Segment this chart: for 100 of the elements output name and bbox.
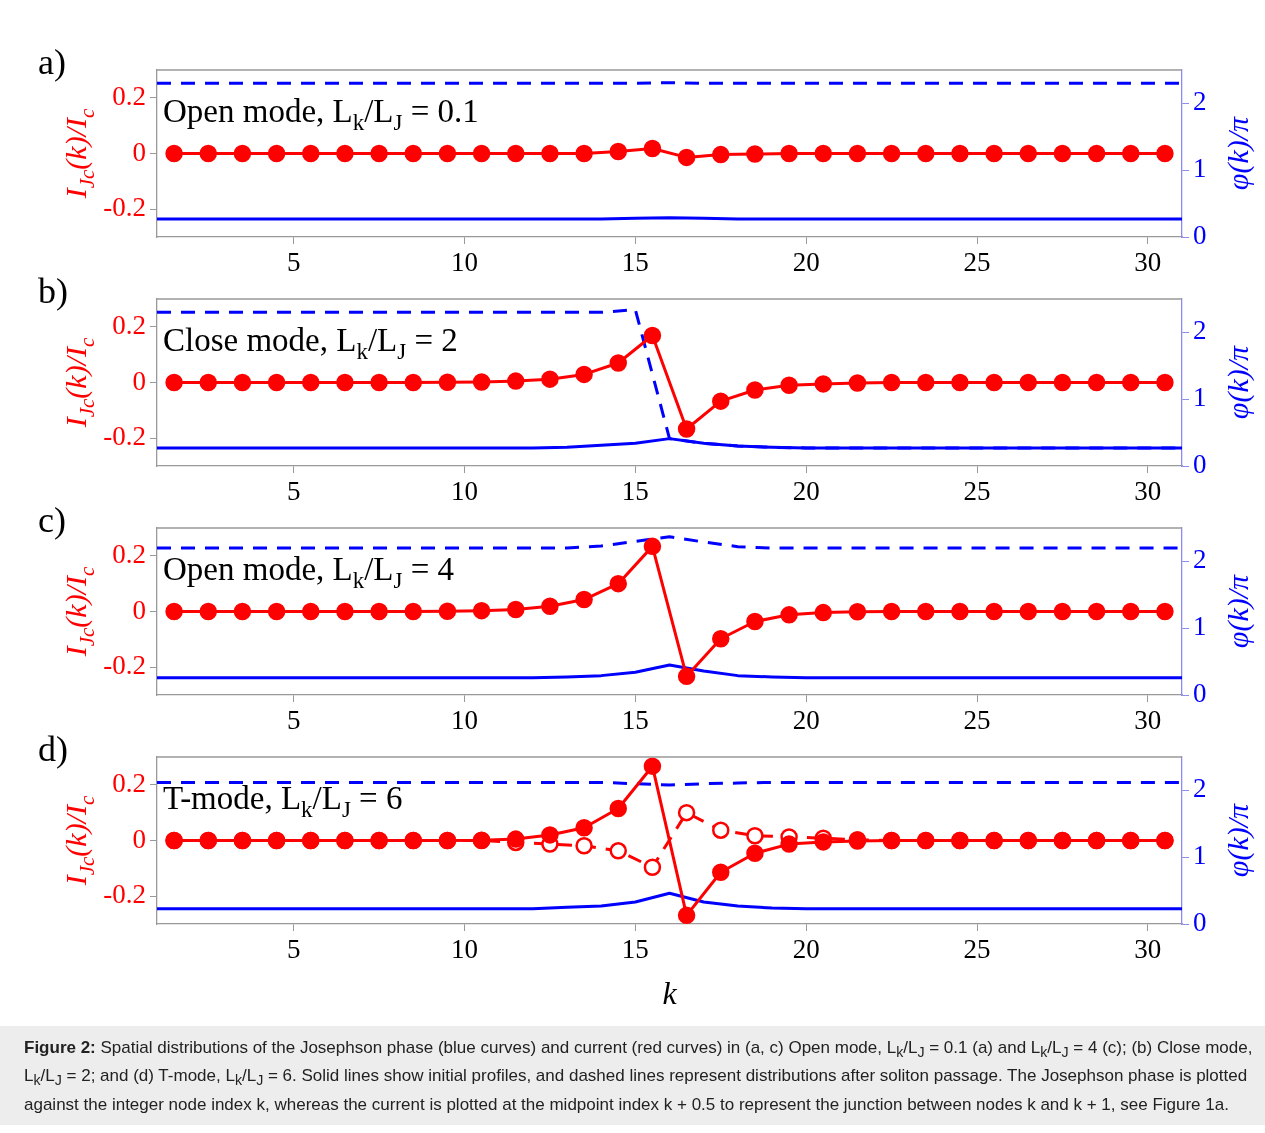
point — [1156, 373, 1174, 392]
point — [917, 144, 935, 163]
point — [712, 392, 730, 410]
point — [1156, 144, 1174, 163]
y2-tick-label: 1 — [1193, 382, 1207, 413]
point — [643, 858, 662, 876]
x-tick-label: 20 — [792, 705, 820, 736]
point — [780, 835, 798, 853]
y-tick-label: -0.2 — [103, 879, 146, 910]
point — [609, 574, 627, 593]
point — [712, 630, 730, 648]
x-tick-label: 10 — [451, 934, 478, 965]
y-tick-label: 0.2 — [112, 538, 146, 569]
y-tick-label: 0 — [132, 823, 146, 854]
point — [575, 818, 593, 837]
point — [882, 602, 901, 621]
point — [609, 842, 627, 860]
point — [507, 144, 525, 163]
chart-title: c) — [38, 500, 66, 540]
y-tick-label: -0.2 — [103, 421, 146, 452]
y-tick-label: 0 — [132, 136, 146, 167]
point — [199, 144, 217, 163]
y-axis-title: IJc(k)/Ic — [59, 566, 99, 658]
y2-axis-title: φ(k)/π — [1221, 115, 1255, 191]
point — [1019, 144, 1037, 163]
point — [1019, 373, 1037, 392]
point — [677, 803, 696, 822]
x-tick-label: 15 — [621, 476, 649, 507]
point — [746, 612, 764, 631]
y2-tick-label: 2 — [1193, 544, 1207, 575]
point — [575, 590, 593, 609]
point — [780, 606, 798, 624]
point — [267, 144, 286, 163]
point — [780, 144, 798, 163]
point — [438, 602, 457, 620]
y-tick-label: 0.2 — [112, 309, 146, 340]
point — [541, 597, 559, 615]
y2-axis-title: φ(k)/π — [1221, 573, 1255, 649]
point — [712, 821, 730, 839]
point — [404, 602, 422, 621]
x-tick-label: 30 — [1134, 934, 1162, 965]
y2-tick-label: 1 — [1193, 153, 1207, 184]
point — [1087, 144, 1106, 163]
point — [302, 602, 320, 621]
point — [609, 142, 627, 161]
x-tick-label: 30 — [1134, 476, 1162, 507]
point — [882, 373, 901, 392]
point — [1122, 144, 1140, 163]
chart-title: d) — [38, 729, 68, 769]
x-tick-label: 15 — [621, 705, 649, 736]
y2-axis-title: φ(k)/π — [1221, 344, 1255, 420]
point — [677, 420, 696, 438]
point — [233, 602, 252, 621]
point — [370, 144, 388, 163]
point — [1122, 373, 1140, 392]
point — [677, 148, 696, 167]
point — [1087, 373, 1106, 392]
x-tick-label: 25 — [963, 247, 991, 278]
point — [233, 144, 252, 163]
point — [302, 373, 320, 392]
x-tick-label: 5 — [286, 934, 301, 965]
point — [917, 602, 935, 621]
point — [438, 373, 457, 391]
point — [1122, 602, 1140, 621]
x-tick-label: 20 — [792, 934, 820, 965]
point — [814, 603, 832, 622]
point — [643, 326, 662, 345]
point — [575, 837, 593, 855]
x-tick-label: 20 — [792, 247, 820, 278]
point — [165, 373, 183, 392]
point — [643, 537, 662, 556]
point — [917, 373, 935, 392]
x-tick-label: 10 — [451, 476, 478, 507]
y-tick-label: 0.2 — [112, 767, 146, 798]
point — [643, 757, 662, 775]
point — [814, 144, 832, 163]
point — [1053, 144, 1072, 163]
point — [746, 844, 764, 863]
point — [472, 144, 491, 163]
point — [575, 144, 593, 163]
x-tick-label: 10 — [451, 705, 478, 736]
point — [404, 144, 422, 163]
point — [507, 372, 525, 390]
point — [199, 373, 217, 392]
point — [267, 602, 286, 621]
chart-title: b) — [38, 271, 68, 311]
point — [267, 373, 286, 392]
point — [677, 906, 696, 925]
y2-tick-label: 2 — [1193, 86, 1207, 117]
point — [848, 144, 867, 163]
point — [814, 375, 832, 393]
point — [472, 373, 491, 391]
x-axis-title: k — [662, 975, 678, 1011]
point — [370, 373, 388, 392]
point — [1019, 602, 1037, 621]
x-tick-label: 5 — [286, 476, 301, 507]
point — [404, 373, 422, 392]
y2-tick-label: 0 — [1193, 449, 1207, 480]
point — [712, 863, 730, 881]
y-tick-label: 0 — [132, 365, 146, 396]
